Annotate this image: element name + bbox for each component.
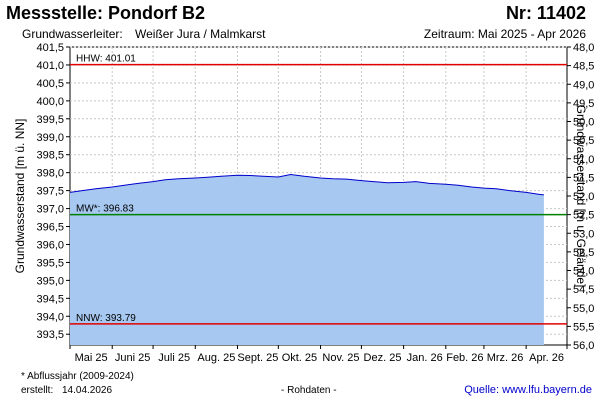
x-tick-label: Juni 25 (115, 352, 150, 364)
footnote: * Abflussjahr (2009-2024) (21, 371, 134, 382)
y-tick-label: 397,5 (36, 186, 64, 198)
y-right-tick-label: 49,5 (573, 98, 594, 110)
x-tick-label: Mrz. 26 (487, 352, 524, 364)
x-tick-label: Mai 25 (75, 352, 108, 364)
y-right-tick-label: 50,0 (573, 117, 594, 129)
y-right-tick-label: 54,5 (573, 284, 594, 296)
y-right-tick-label: 53,5 (573, 247, 594, 259)
hhw-line-label: HHW: 401.01 (76, 54, 136, 65)
mw-line-label: MW*: 396.83 (76, 204, 134, 215)
y-right-tick-label: 52,0 (573, 191, 594, 203)
y-tick-label: 401,0 (36, 60, 64, 72)
y-tick-label: 394,5 (36, 293, 64, 305)
aquifer-label: Grundwasserleiter: (22, 27, 123, 41)
y-right-tick-label: 48,5 (573, 61, 594, 73)
y-right-tick-label: 52,5 (573, 210, 594, 222)
y-tick-label: 397,0 (36, 204, 64, 216)
nnw-line-label: NNW: 393.79 (76, 313, 136, 324)
reference-lines: HHW: 401.01 MW*: 396.83 NNW: 393.79 (70, 54, 567, 325)
y-right-tick-label: 51,5 (573, 172, 594, 184)
y-right-tick-label: 50,5 (573, 135, 594, 147)
y-right-tick-label: 53,0 (573, 228, 594, 240)
source-link[interactable]: Quelle: www.lfu.bayern.de (464, 384, 592, 396)
x-tick-label: Juli 25 (158, 352, 190, 364)
station-number: Nr: 11402 (505, 3, 586, 23)
x-tick-label: Nov. 25 (322, 352, 359, 364)
y-axis-label-right: Grundwasserstand [m u. Gelände] (574, 105, 588, 288)
y-right-tick-label: 55,5 (573, 321, 594, 333)
left-axis-ticks: 401,5 401,0 400,5 400,0 399,5 399,0 398,5 398,0… (36, 42, 70, 341)
y-tick-label: 400,0 (36, 96, 64, 108)
y-right-tick-label: 49,0 (573, 79, 594, 91)
y-right-tick-label: 55,0 (573, 303, 594, 315)
x-tick-label: Sept. 25 (237, 352, 278, 364)
right-axis-ticks: 48,0 48,5 49,0 49,5 50,0 50,5 51,0 51,5 52,0 52,5… (567, 42, 594, 352)
y-tick-label: 395,5 (36, 257, 64, 269)
x-tick-label: Aug. 25 (197, 352, 235, 364)
rawdata-label: - Rohdaten - (281, 385, 337, 396)
x-tick-label: Feb. 26 (446, 352, 483, 364)
y-tick-label: 396,5 (36, 222, 64, 234)
y-right-tick-label: 51,0 (573, 154, 594, 166)
y-axis-label-left: Grundwasserstand [m ü. NN] (13, 119, 27, 274)
x-tick-label: Okt. 25 (282, 352, 317, 364)
x-tick-label: Jan. 26 (407, 352, 443, 364)
series-line (69, 173, 544, 196)
y-tick-label: 399,5 (36, 114, 64, 126)
y-tick-label: 398,5 (36, 150, 64, 162)
y-tick-label: 395,0 (36, 275, 64, 287)
page-title: Messstelle: Pondorf B2 (6, 3, 206, 23)
created-label: erstellt: (21, 385, 54, 396)
x-tick-label: Apr. 26 (529, 352, 564, 364)
series-area (70, 174, 544, 345)
y-tick-label: 400,5 (36, 78, 64, 90)
y-tick-label: 398,0 (36, 168, 64, 180)
y-right-tick-label: 48,0 (573, 42, 594, 54)
aquifer-value: Weißer Jura / Malmkarst (135, 27, 266, 41)
y-tick-label: 393,5 (36, 329, 64, 341)
x-tick-label: Dez. 25 (364, 352, 402, 364)
y-tick-label: 399,0 (36, 132, 64, 144)
created-date: 14.04.2026 (62, 385, 113, 396)
period-label: Zeitraum: Mai 2025 - Apr 2026 (423, 27, 586, 41)
y-right-tick-label: 54,0 (573, 266, 594, 278)
y-tick-label: 394,0 (36, 311, 64, 323)
y-right-tick-label: 56,0 (573, 340, 594, 352)
x-axis-ticks: Mai 25 Juni 25 Juli 25 Aug. 25 Sept. 25 Okt. … (69, 345, 568, 364)
y-tick-label: 396,0 (36, 239, 64, 251)
y-tick-label: 401,5 (36, 42, 64, 54)
